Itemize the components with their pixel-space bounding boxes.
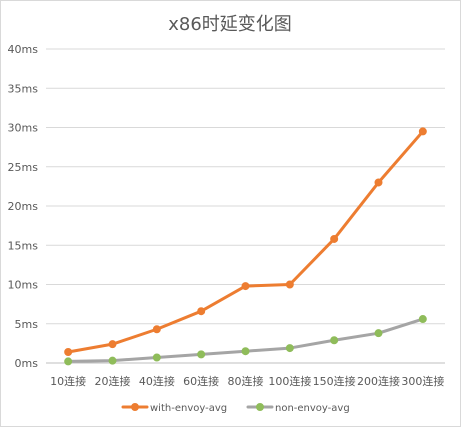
x-tick-label: 300连接 (401, 375, 444, 388)
series-point-1 (418, 315, 427, 324)
x-tick-label: 60连接 (183, 375, 219, 388)
series-point-0 (152, 325, 161, 334)
series-point-0 (197, 307, 206, 316)
x-tick-label: 10连接 (50, 375, 86, 388)
x-axis: 10连接 20连接 40连接 60连接 80连接 100连接 150连接 200连接 300连接 (50, 375, 444, 388)
series-point-0 (285, 280, 294, 289)
legend-marker-0 (131, 403, 139, 411)
series-line-0 (66, 129, 425, 354)
series-point-0 (241, 282, 250, 291)
series-point-1 (197, 350, 206, 359)
y-tick-label: 10ms (8, 279, 39, 292)
legend: with-envoy-avg non-envoy-avg (121, 403, 350, 414)
series-point-0 (418, 127, 427, 136)
legend-marker-1 (256, 403, 264, 411)
x-tick-label: 200连接 (357, 375, 400, 388)
series-point-1 (108, 356, 117, 365)
x-tick-label: 150连接 (313, 375, 356, 388)
y-tick-label: 15ms (8, 239, 39, 252)
series-point-1 (330, 336, 339, 345)
series-layer (64, 127, 427, 366)
series-point-1 (64, 357, 73, 366)
series-point-0 (108, 340, 117, 349)
y-tick-label: 40ms (8, 43, 39, 56)
x-tick-label: 100连接 (268, 375, 311, 388)
y-tick-label: 25ms (8, 161, 39, 174)
series-point-1 (285, 344, 294, 353)
series-point-1 (374, 329, 383, 338)
series-point-0 (374, 178, 383, 187)
series-point-0 (64, 348, 73, 357)
y-tick-label: 20ms (8, 200, 39, 213)
y-tick-label: 5ms (15, 318, 39, 331)
grid-layer (46, 48, 445, 364)
legend-label-1: non-envoy-avg (275, 403, 350, 414)
series-point-1 (241, 347, 250, 356)
y-tick-label: 30ms (8, 122, 39, 135)
x-tick-label: 80连接 (228, 375, 264, 388)
chart-title: x86时延变化图 (168, 14, 292, 35)
y-tick-label: 35ms (8, 82, 39, 95)
series-point-1 (152, 353, 161, 362)
x-tick-label: 40连接 (139, 375, 175, 388)
legend-label-0: with-envoy-avg (150, 403, 227, 414)
y-tick-label: 0ms (15, 357, 39, 370)
x-tick-label: 20连接 (95, 375, 131, 388)
y-axis: 0ms 5ms 10ms 15ms 20ms 25ms 30ms 35ms 40ms (8, 43, 39, 370)
series-point-0 (330, 234, 339, 243)
